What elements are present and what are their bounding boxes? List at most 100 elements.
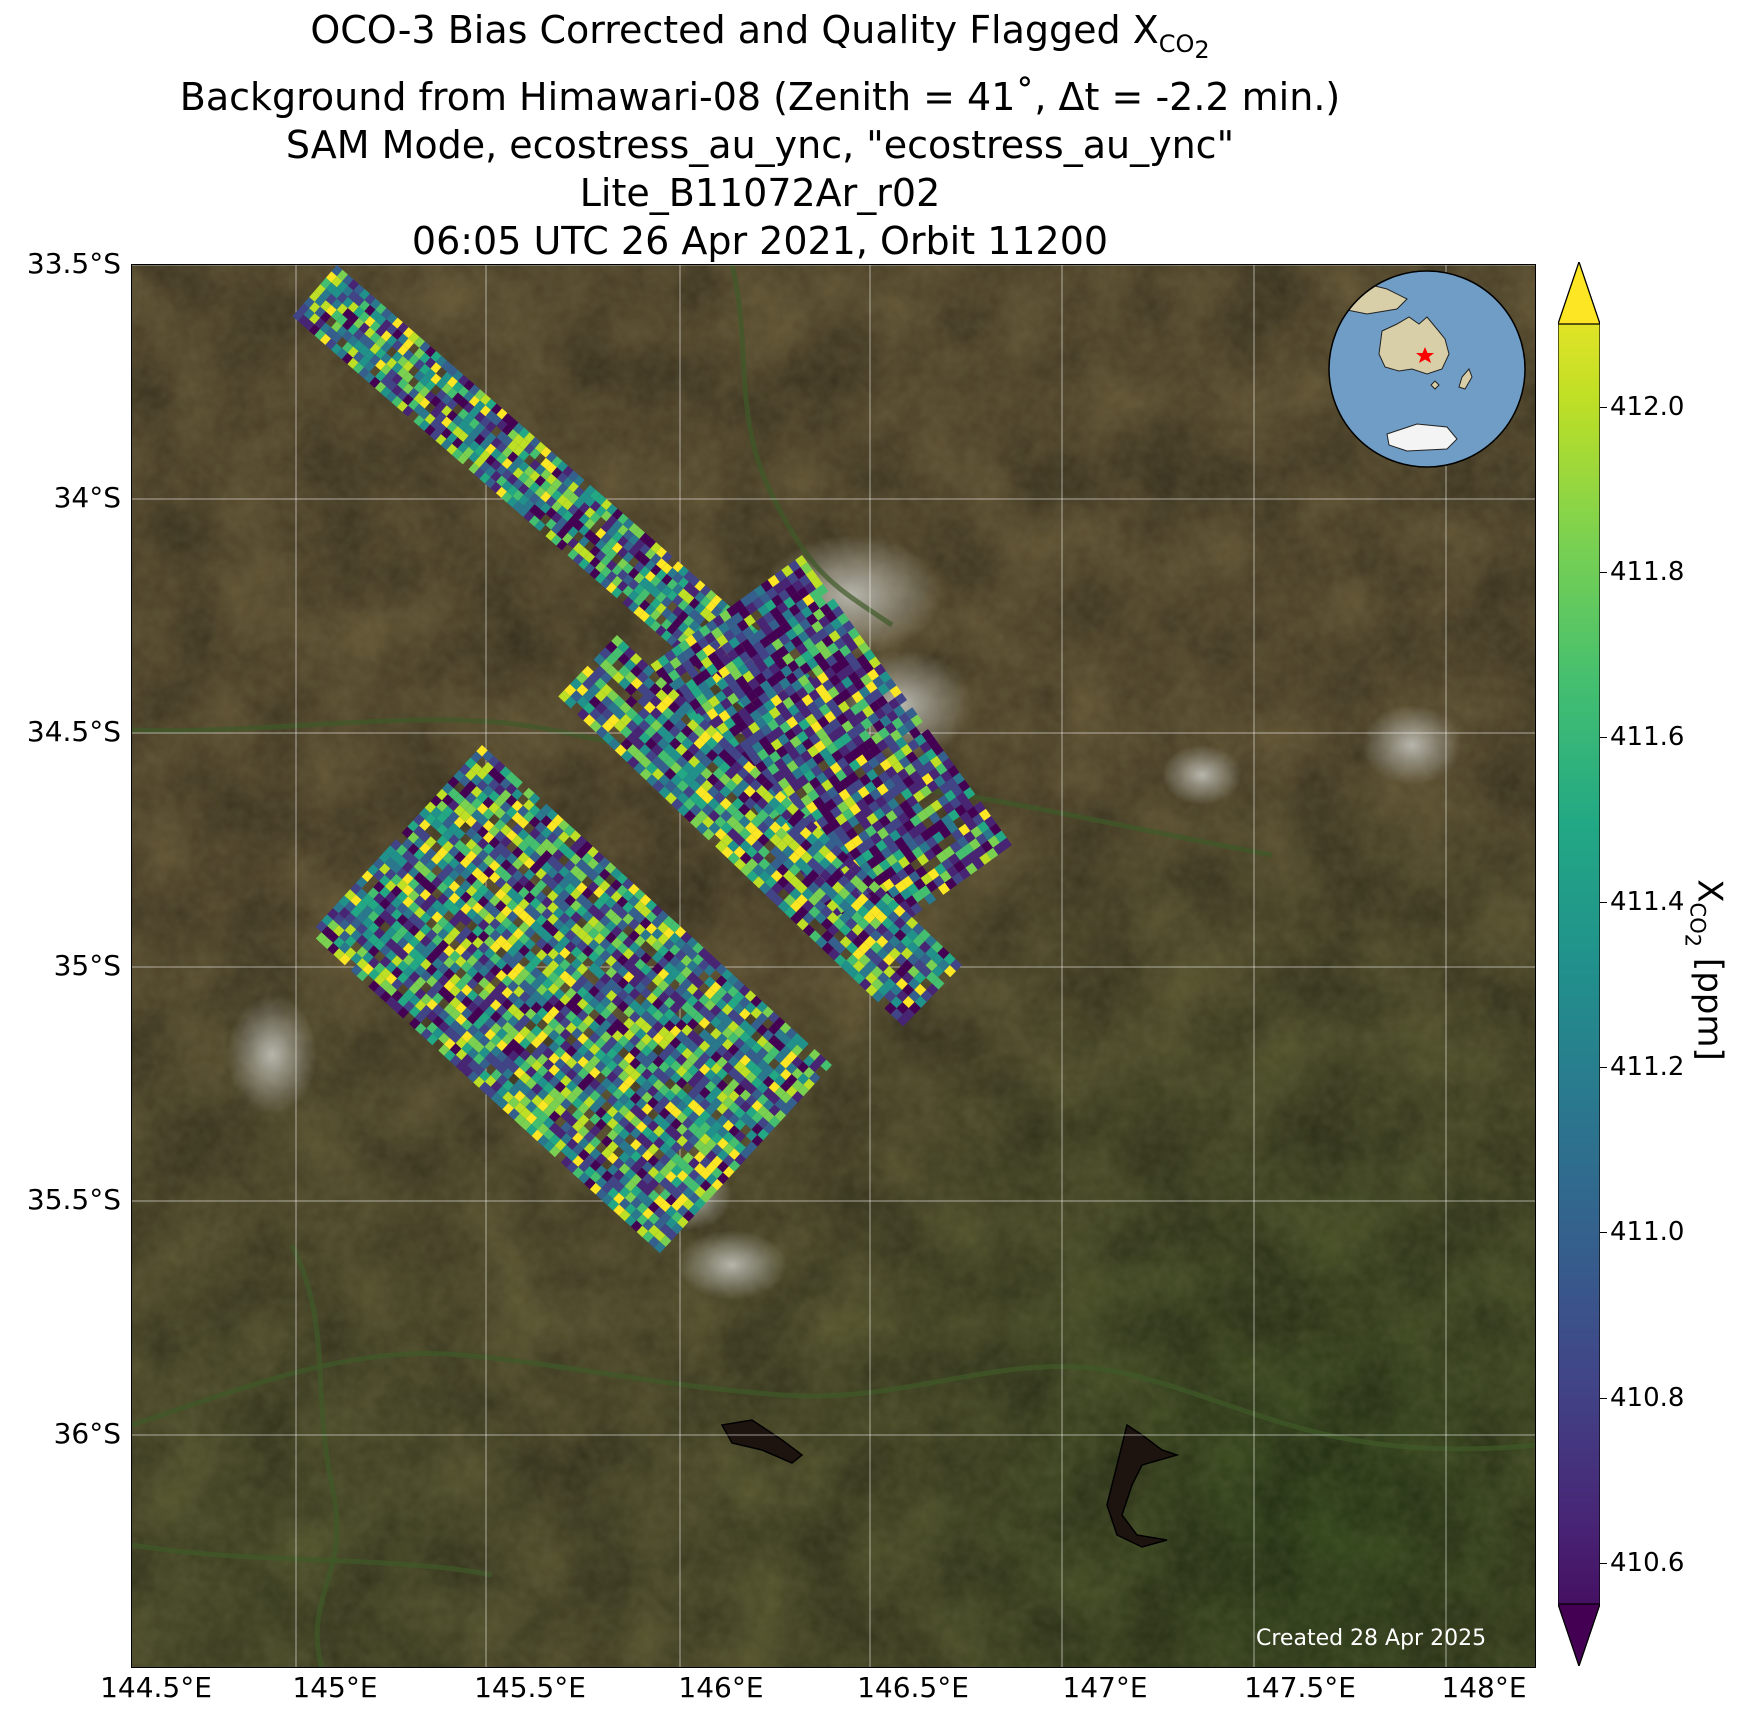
xco2-sounding (770, 694, 783, 707)
xco2-sounding (810, 764, 823, 777)
xco2-sounding (362, 963, 374, 975)
xco2-sounding (840, 820, 853, 833)
xco2-sounding (833, 917, 846, 930)
xco2-sounding (611, 647, 624, 660)
xco2-sounding (476, 803, 489, 815)
xco2-sounding (821, 823, 834, 836)
xco2-sounding (846, 683, 859, 696)
xco2-sounding (610, 914, 623, 926)
xco2-sounding (804, 581, 817, 594)
xco2-sounding (726, 815, 739, 828)
xco2-sounding (862, 705, 875, 718)
xco2-sounding (441, 794, 454, 806)
xco2-sounding (459, 868, 472, 880)
xco2-sounding (419, 912, 432, 924)
xco2-sounding (446, 376, 458, 388)
xco2-sounding (658, 1038, 670, 1050)
xco2-sounding (437, 986, 450, 998)
xco2-sounding (588, 683, 601, 696)
xco2-sounding (648, 1213, 660, 1225)
xco2-sounding (914, 995, 927, 1008)
xco2-sounding (902, 1008, 915, 1021)
xco2-sounding (811, 827, 824, 840)
xco2-sounding (645, 911, 658, 923)
xco2-sounding (751, 1134, 764, 1147)
xco2-sounding (800, 562, 813, 575)
xco2-sounding (755, 616, 768, 629)
xco2-sounding (501, 975, 513, 987)
xco2-sounding (746, 589, 760, 603)
xco2-sounding (756, 660, 769, 673)
xco2-sounding (424, 836, 437, 848)
xco2-sounding (899, 911, 912, 924)
xco2-sounding (797, 586, 810, 599)
xco2-sounding (431, 899, 443, 912)
xco2-sounding (753, 729, 766, 742)
xco2-sounding (425, 940, 438, 953)
xco2-sounding (629, 1092, 642, 1105)
xco2-sounding (973, 801, 986, 814)
xco2-sounding (878, 859, 891, 872)
xco2-sounding (443, 933, 455, 946)
lon-label: 145.5°E (474, 1671, 586, 1704)
xco2-sounding (391, 966, 403, 979)
xco2-sounding (889, 984, 903, 997)
xco2-sounding (693, 1128, 706, 1140)
xco2-sounding (833, 825, 846, 838)
xco2-sounding (662, 915, 675, 928)
xco2-sounding (495, 1004, 508, 1017)
xco2-sounding (558, 877, 570, 890)
xco2-sounding (443, 1003, 456, 1015)
xco2-sounding (639, 599, 651, 611)
xco2-sounding (535, 879, 547, 892)
xco2-sounding (449, 1054, 462, 1067)
xco2-sounding (534, 441, 546, 453)
xco2-sounding (413, 370, 425, 382)
xco2-sounding (840, 776, 853, 789)
xco2-sounding (587, 857, 599, 870)
xco2-sounding (483, 901, 495, 913)
xco2-sounding (630, 1197, 643, 1209)
xco2-sounding (722, 1108, 734, 1120)
xco2-sounding (426, 964, 438, 976)
xco2-sounding (369, 376, 381, 388)
xco2-sounding (805, 821, 818, 834)
xco2-sounding (720, 834, 734, 847)
xco2-sounding (738, 985, 751, 997)
xco2-sounding (651, 939, 664, 952)
xco2-sounding (589, 1113, 601, 1125)
xco2-sounding (552, 814, 564, 826)
xco2-sounding (531, 1094, 543, 1107)
xco2-sounding (670, 1141, 683, 1154)
xco2-sounding (650, 731, 663, 744)
xco2-sounding (576, 940, 588, 952)
xco2-sounding (761, 667, 774, 681)
xco2-sounding (670, 1129, 683, 1142)
xco2-sounding (496, 464, 508, 476)
xco2-sounding (731, 785, 744, 798)
xco2-sounding (565, 999, 577, 1011)
xco2-sounding (606, 1082, 618, 1095)
xco2-sounding (622, 529, 634, 541)
xco2-sounding (493, 761, 506, 773)
xco2-sounding (606, 689, 619, 702)
xco2-sounding (593, 967, 606, 980)
xco2-sounding (303, 308, 315, 320)
xco2-sounding (542, 1059, 555, 1071)
xco2-sounding (652, 1067, 665, 1080)
xco2-sounding (721, 641, 734, 654)
xco2-sounding (473, 1064, 485, 1077)
xco2-sounding (714, 828, 727, 841)
xco2-sounding (507, 473, 519, 486)
xco2-sounding (718, 749, 731, 762)
xco2-sounding (916, 853, 929, 866)
xco2-sounding (763, 699, 776, 712)
xco2-sounding (466, 954, 478, 967)
xco2-sounding (733, 1037, 745, 1050)
xco2-sounding (571, 1108, 584, 1121)
xco2-sounding (523, 810, 535, 823)
xco2-sounding (672, 606, 684, 618)
xco2-sounding (391, 351, 403, 363)
xco2-sounding (513, 1067, 526, 1079)
xco2-sounding (369, 309, 381, 321)
